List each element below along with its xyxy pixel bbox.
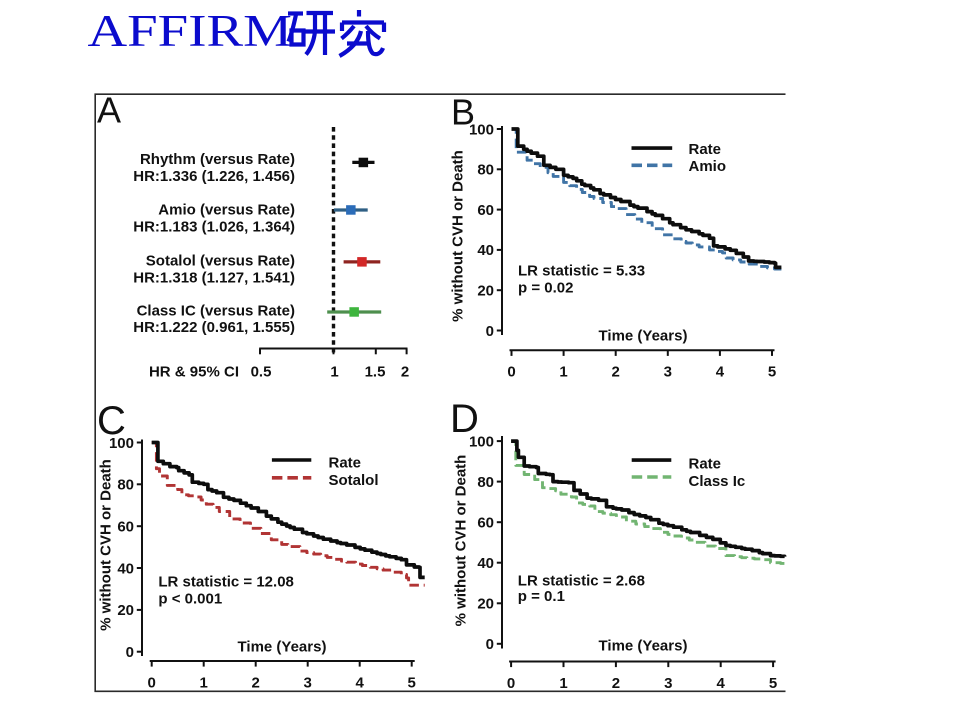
svg-text:60: 60 [117, 519, 134, 536]
svg-text:1: 1 [200, 675, 208, 692]
svg-text:100: 100 [109, 435, 134, 452]
svg-text:p = 0.02: p = 0.02 [518, 280, 573, 297]
svg-text:Class IC (versus Rate): Class IC (versus Rate) [137, 302, 295, 319]
svg-text:0: 0 [486, 636, 494, 653]
svg-text:5: 5 [408, 675, 416, 692]
svg-text:2: 2 [401, 364, 409, 381]
svg-text:Rate: Rate [689, 141, 722, 158]
svg-text:Time (Years): Time (Years) [599, 328, 688, 345]
svg-text:80: 80 [117, 477, 134, 494]
svg-text:0.5: 0.5 [251, 364, 272, 381]
svg-text:3: 3 [664, 364, 672, 381]
svg-text:0: 0 [126, 644, 134, 661]
svg-text:Rate: Rate [329, 455, 362, 472]
svg-text:HR:1.318 (1.127, 1.541): HR:1.318 (1.127, 1.541) [133, 269, 295, 286]
svg-text:4: 4 [716, 364, 725, 381]
svg-text:HR:1.336 (1.226, 1.456): HR:1.336 (1.226, 1.456) [133, 168, 295, 185]
svg-text:4: 4 [356, 675, 365, 692]
svg-text:80: 80 [477, 162, 494, 179]
svg-text:HR & 95% CI: HR & 95% CI [149, 364, 239, 381]
svg-text:3: 3 [304, 675, 312, 692]
svg-text:40: 40 [477, 242, 494, 259]
svg-text:D: D [450, 397, 479, 441]
svg-text:Time (Years): Time (Years) [238, 639, 327, 656]
svg-text:LR statistic = 2.68: LR statistic = 2.68 [518, 573, 645, 590]
svg-text:Class Ic: Class Ic [689, 473, 746, 490]
svg-text:p < 0.001: p < 0.001 [158, 591, 222, 608]
svg-text:60: 60 [477, 515, 494, 532]
svg-text:Sotalol: Sotalol [329, 472, 379, 489]
svg-text:0: 0 [486, 323, 494, 340]
svg-text:Time (Years): Time (Years) [599, 638, 688, 655]
svg-text:3: 3 [664, 675, 672, 692]
svg-text:% without CVH or Death: % without CVH or Death [453, 455, 470, 627]
svg-text:80: 80 [477, 474, 494, 491]
svg-text:Amio (versus Rate): Amio (versus Rate) [158, 202, 295, 219]
svg-text:2: 2 [612, 675, 620, 692]
svg-text:40: 40 [477, 555, 494, 572]
svg-text:HR:1.183 (1.026, 1.364): HR:1.183 (1.026, 1.364) [133, 219, 295, 236]
svg-text:1: 1 [330, 364, 338, 381]
svg-text:60: 60 [477, 202, 494, 219]
svg-text:2: 2 [252, 675, 260, 692]
svg-text:4: 4 [717, 675, 726, 692]
svg-text:C: C [97, 399, 126, 443]
svg-text:A: A [97, 90, 121, 131]
svg-text:LR statistic = 5.33: LR statistic = 5.33 [518, 263, 645, 280]
svg-text:AFFIRM: AFFIRM [88, 6, 292, 56]
svg-text:HR:1.222 (0.961, 1.555): HR:1.222 (0.961, 1.555) [133, 319, 295, 336]
svg-text:% without CVH or Death: % without CVH or Death [98, 459, 115, 631]
svg-text:20: 20 [477, 283, 494, 300]
svg-text:2: 2 [612, 364, 620, 381]
svg-text:Rhythm (versus Rate): Rhythm (versus Rate) [140, 151, 295, 168]
svg-text:40: 40 [117, 560, 134, 577]
svg-text:LR statistic = 12.08: LR statistic = 12.08 [158, 574, 293, 591]
svg-text:20: 20 [477, 596, 494, 613]
svg-text:1: 1 [559, 364, 567, 381]
svg-text:B: B [451, 92, 475, 133]
svg-text:100: 100 [469, 121, 494, 138]
svg-text:0: 0 [507, 364, 515, 381]
svg-text:1: 1 [559, 675, 567, 692]
svg-text:Amio: Amio [689, 158, 727, 175]
svg-text:20: 20 [117, 602, 134, 619]
svg-text:Rate: Rate [689, 456, 722, 473]
svg-text:5: 5 [768, 364, 776, 381]
svg-text:5: 5 [769, 675, 777, 692]
svg-text:0: 0 [507, 675, 515, 692]
svg-text:100: 100 [469, 433, 494, 450]
svg-text:p = 0.1: p = 0.1 [518, 588, 565, 605]
svg-text:% without CVH or Death: % without CVH or Death [450, 150, 467, 322]
svg-text:Sotalol (versus Rate): Sotalol (versus Rate) [146, 252, 295, 269]
svg-text:0: 0 [148, 675, 156, 692]
svg-text:1.5: 1.5 [365, 364, 386, 381]
